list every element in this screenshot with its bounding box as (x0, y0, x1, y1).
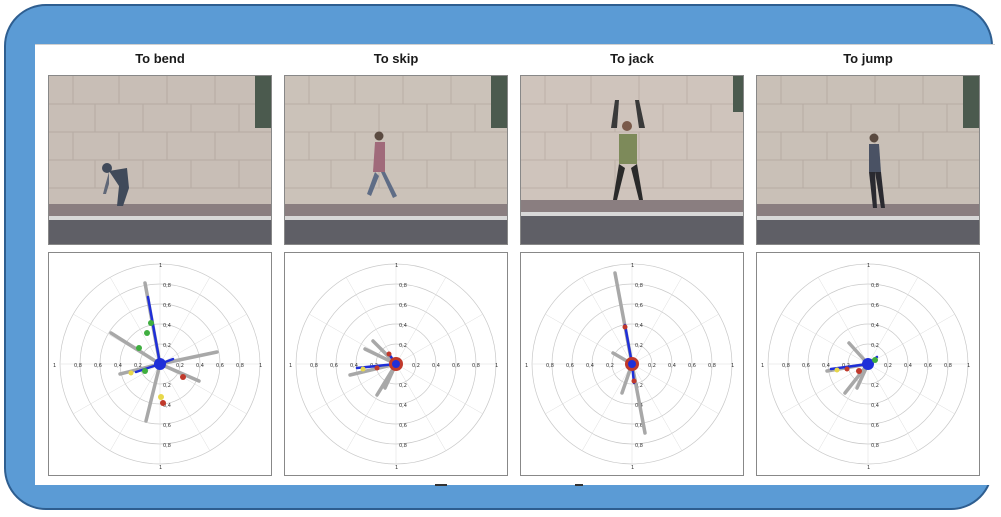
tick-h6: 0,4 (432, 363, 440, 369)
polar-plot-to-jack: 1 0,8 0,6 0,4 0,2 0,2 0,4 0,6 0,8 1 1 0,… (520, 252, 744, 476)
tick-v0: 1 (159, 263, 162, 269)
tick-h3: 0,4 (822, 363, 830, 369)
tick-h6: 0,4 (904, 363, 912, 369)
tick-v9: 1 (395, 465, 398, 471)
tick-v1: 0,8 (163, 283, 171, 289)
panel-title: To skip (373, 51, 419, 66)
tick-h1: 0,8 (782, 363, 790, 369)
tick-v9: 1 (867, 465, 870, 471)
photo-to-bend (48, 75, 272, 245)
tick-h2: 0,6 (566, 363, 574, 369)
tick-h3: 0,4 (586, 363, 594, 369)
tick-h3: 0,4 (350, 363, 358, 369)
tick-h6: 0,4 (668, 363, 676, 369)
tick-v7: 0,6 (635, 423, 643, 429)
tick-v5: 0,2 (399, 383, 407, 389)
tick-v2: 0,6 (399, 303, 407, 309)
tick-h5: 0,2 (412, 363, 420, 369)
tick-h9: 1 (259, 363, 262, 369)
tick-h0: 1 (761, 363, 764, 369)
tick-v0: 1 (867, 263, 870, 269)
photo-to-jump (756, 75, 980, 245)
cropped-caption-fragment (435, 484, 583, 486)
tick-v4: 0,2 (635, 343, 643, 349)
tick-v0: 1 (631, 263, 634, 269)
tick-v4: 0,2 (399, 343, 407, 349)
tick-h9: 1 (967, 363, 970, 369)
person-bending (102, 163, 129, 206)
tick-v3: 0,4 (871, 323, 879, 329)
tick-v4: 0,2 (871, 343, 879, 349)
panel-title: To bend (135, 51, 185, 66)
photo-to-jack (520, 75, 744, 245)
tick-v6: 0,4 (871, 403, 879, 409)
panel-title: To jack (610, 51, 654, 66)
tick-v9: 1 (631, 465, 634, 471)
tick-v5: 0,2 (163, 383, 171, 389)
tick-h5: 0,2 (176, 363, 184, 369)
person-jacking (611, 100, 645, 200)
tick-h7: 0,6 (688, 363, 696, 369)
tick-v0: 1 (395, 263, 398, 269)
tick-h0: 1 (53, 363, 56, 369)
tick-v5: 0,2 (871, 383, 879, 389)
tick-v2: 0,6 (163, 303, 171, 309)
tick-h2: 0,6 (94, 363, 102, 369)
tick-h7: 0,6 (924, 363, 932, 369)
tick-v3: 0,4 (635, 323, 643, 329)
tick-v9: 1 (159, 465, 162, 471)
tick-v7: 0,6 (399, 423, 407, 429)
polar-plot-to-jump: 1 0,8 0,6 0,4 0,2 0,2 0,4 0,6 0,8 1 1 0,… (756, 252, 980, 476)
tick-v8: 0,8 (399, 443, 407, 449)
tick-v6: 0,4 (163, 403, 171, 409)
tick-h5: 0,2 (884, 363, 892, 369)
tick-h8: 0,8 (944, 363, 952, 369)
tick-h0: 1 (525, 363, 528, 369)
tick-h8: 0,8 (708, 363, 716, 369)
tick-v1: 0,8 (635, 283, 643, 289)
tick-h8: 0,8 (472, 363, 480, 369)
tick-h9: 1 (731, 363, 734, 369)
tick-h9: 1 (495, 363, 498, 369)
tick-h0: 1 (289, 363, 292, 369)
tick-h1: 0,8 (74, 363, 82, 369)
tick-h2: 0,6 (802, 363, 810, 369)
tick-h2: 0,6 (330, 363, 338, 369)
tick-v1: 0,8 (399, 283, 407, 289)
tick-h6: 0,4 (196, 363, 204, 369)
tick-v7: 0,6 (871, 423, 879, 429)
tick-h7: 0,6 (216, 363, 224, 369)
tick-h4: 0,2 (606, 363, 614, 369)
tick-h1: 0,8 (310, 363, 318, 369)
tick-v8: 0,8 (871, 443, 879, 449)
tick-h8: 0,8 (236, 363, 244, 369)
figure-panel: To bend (35, 44, 995, 486)
photo-to-skip (284, 75, 508, 245)
polar-plot-to-bend: 1 0,8 0,6 0,4 0,2 0,2 0,4 0,6 0,8 1 1 0,… (48, 252, 272, 476)
tick-v1: 0,8 (871, 283, 879, 289)
tick-h1: 0,8 (546, 363, 554, 369)
tick-v3: 0,4 (399, 323, 407, 329)
tick-v8: 0,8 (163, 443, 171, 449)
tick-v4: 0,2 (163, 343, 171, 349)
tick-labels: 1 0,8 0,6 0,4 0,2 0,2 0,4 0,6 0,8 1 1 0,… (53, 263, 262, 471)
person-jumping (869, 133, 885, 208)
tick-v6: 0,4 (399, 403, 407, 409)
tick-h3: 0,4 (114, 363, 122, 369)
tick-v8: 0,8 (635, 443, 643, 449)
tick-v3: 0,4 (163, 323, 171, 329)
person-skipping (367, 131, 397, 198)
polar-plot-to-skip: 1 0,8 0,6 0,4 0,2 0,2 0,4 0,6 0,8 1 1 0,… (284, 252, 508, 476)
tick-h7: 0,6 (452, 363, 460, 369)
tick-v7: 0,6 (163, 423, 171, 429)
tick-h4: 0,2 (134, 363, 142, 369)
tick-h5: 0,2 (648, 363, 656, 369)
panel-title: To jump (843, 51, 893, 66)
tick-v5: 0,2 (635, 383, 643, 389)
tick-v2: 0,6 (635, 303, 643, 309)
tick-v2: 0,6 (871, 303, 879, 309)
